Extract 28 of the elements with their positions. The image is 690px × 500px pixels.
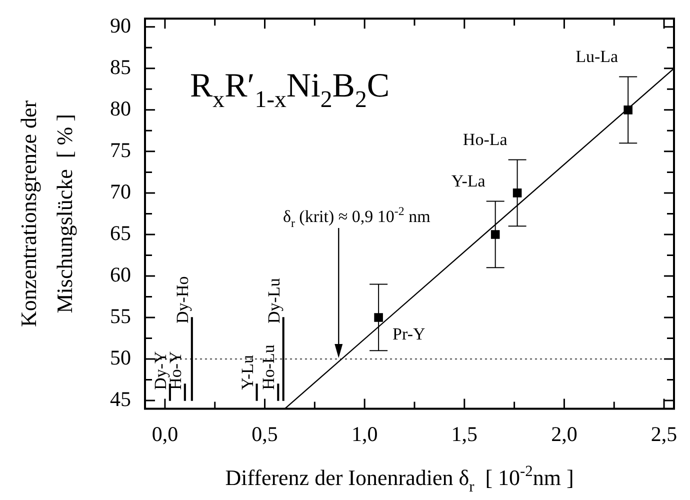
- x-tick-label: 0,0: [152, 422, 178, 446]
- annotation: Lu-La: [576, 46, 619, 66]
- x-tick-label: 1,0: [351, 422, 378, 446]
- point: [624, 106, 632, 114]
- y-tick-label: 60: [110, 262, 131, 286]
- annotation: Pr-Y: [392, 324, 426, 344]
- y-tick-label: 50: [110, 346, 131, 370]
- annotation: Y-Lu: [238, 354, 257, 390]
- annotation: Dy-Y: [150, 351, 170, 390]
- annotation: Ho-La: [462, 130, 508, 149]
- annotation: Y-La: [451, 171, 486, 190]
- x-tick-label: 1,5: [451, 422, 478, 446]
- y-tick-label: 65: [110, 220, 131, 245]
- x-tick-label: 0,5: [252, 422, 278, 446]
- y-tick-label: 45: [110, 387, 131, 412]
- y-tick-label: 80: [110, 96, 131, 120]
- y-tick-label: 85: [110, 54, 131, 79]
- annotation: Dy-Lu: [264, 278, 284, 324]
- annotation: Ho-Lu: [259, 344, 278, 390]
- y-tick-label: 55: [110, 304, 131, 328]
- annotation: Dy-Ho: [172, 276, 192, 324]
- y-tick-label: 90: [110, 13, 131, 38]
- y-tick-label: 75: [110, 138, 131, 162]
- x-tick-label: 2,5: [650, 422, 678, 446]
- point: [374, 313, 383, 322]
- x-tick-label: 2,0: [551, 422, 578, 446]
- y-tick-label: 70: [110, 179, 131, 204]
- y-axis-title: Konzentrationsgrenze der Mischungslücke [ % ]: [16, 100, 77, 328]
